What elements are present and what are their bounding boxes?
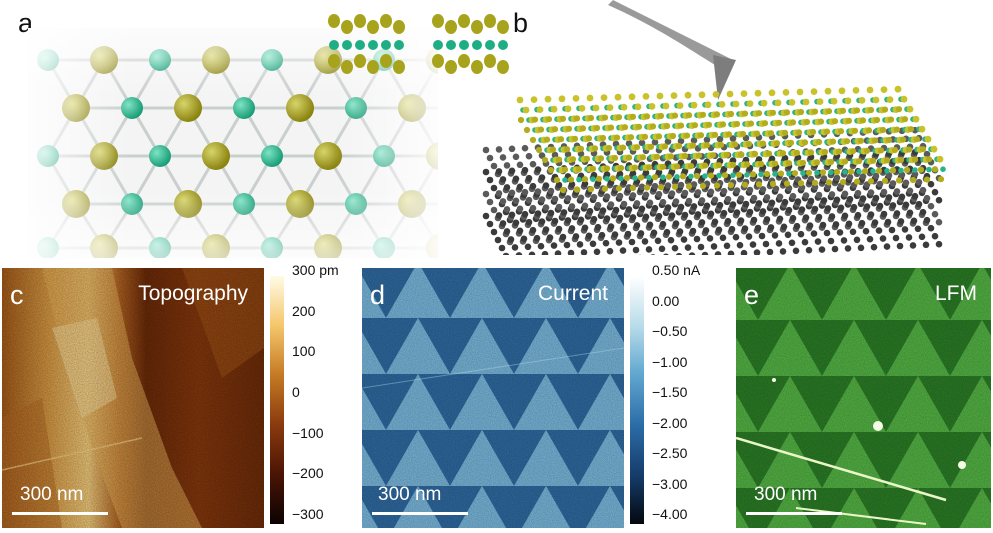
- scale-bar-label-e: 300 nm: [754, 484, 818, 505]
- colorbar-tick-label: 0.00: [652, 292, 680, 309]
- scale-bar-label-d: 300 nm: [378, 484, 442, 505]
- colorbar-topography: [270, 276, 284, 524]
- scale-bar-d: [372, 512, 468, 515]
- side-view-svg: [328, 14, 509, 74]
- panel-letter-b: b: [513, 8, 529, 38]
- colorbar-tick-label: −2.00: [652, 414, 688, 431]
- current-image: d Current 300 nm: [362, 268, 624, 528]
- panel-letter-e: e: [744, 280, 760, 310]
- topography-title: Topography: [138, 282, 248, 305]
- panel-letter-c: c: [10, 280, 24, 310]
- colorbar-tick-label: −200: [292, 465, 324, 482]
- colorbar-tick-label: 0.50 nA: [652, 262, 701, 278]
- colorbar-current: [630, 276, 644, 524]
- colorbar-tick-label: 200: [292, 302, 316, 319]
- lfm-title: LFM: [935, 282, 977, 305]
- colorbar-tick-label: −3.00: [652, 475, 688, 492]
- colorbar-tick-label: −4.00: [652, 506, 688, 522]
- colorbar-tick-label: 300 pm: [292, 262, 339, 278]
- afm-tip: [713, 55, 736, 100]
- colorbar-tick-label: 100: [292, 343, 316, 360]
- heterostructure-svg: [482, 0, 946, 268]
- topography-image: c Topography 300 nm: [2, 268, 264, 528]
- colorbar-tick-label: −1.50: [652, 384, 688, 400]
- colorbar-tick-label: −100: [292, 424, 324, 441]
- panel-letter-d: d: [370, 280, 386, 310]
- scale-bar-c: [12, 512, 108, 515]
- heterostructure-3d-view: [478, 0, 948, 268]
- scale-bar-e: [746, 512, 842, 515]
- colorbar-tick-label: −1.00: [652, 353, 688, 370]
- colorbar-tick-label: −300: [292, 506, 324, 522]
- lattice-side-view-inset: [326, 12, 510, 78]
- current-title: Current: [537, 282, 608, 305]
- colorbar-tick-label: 0: [292, 384, 300, 400]
- colorbar-tick-label: −2.50: [652, 445, 688, 461]
- afm-cantilever: [608, 0, 733, 70]
- lfm-image: e LFM 300 nm: [736, 268, 991, 528]
- scale-bar-label-c: 300 nm: [20, 484, 84, 505]
- colorbar-tick-label: −0.50: [652, 323, 688, 339]
